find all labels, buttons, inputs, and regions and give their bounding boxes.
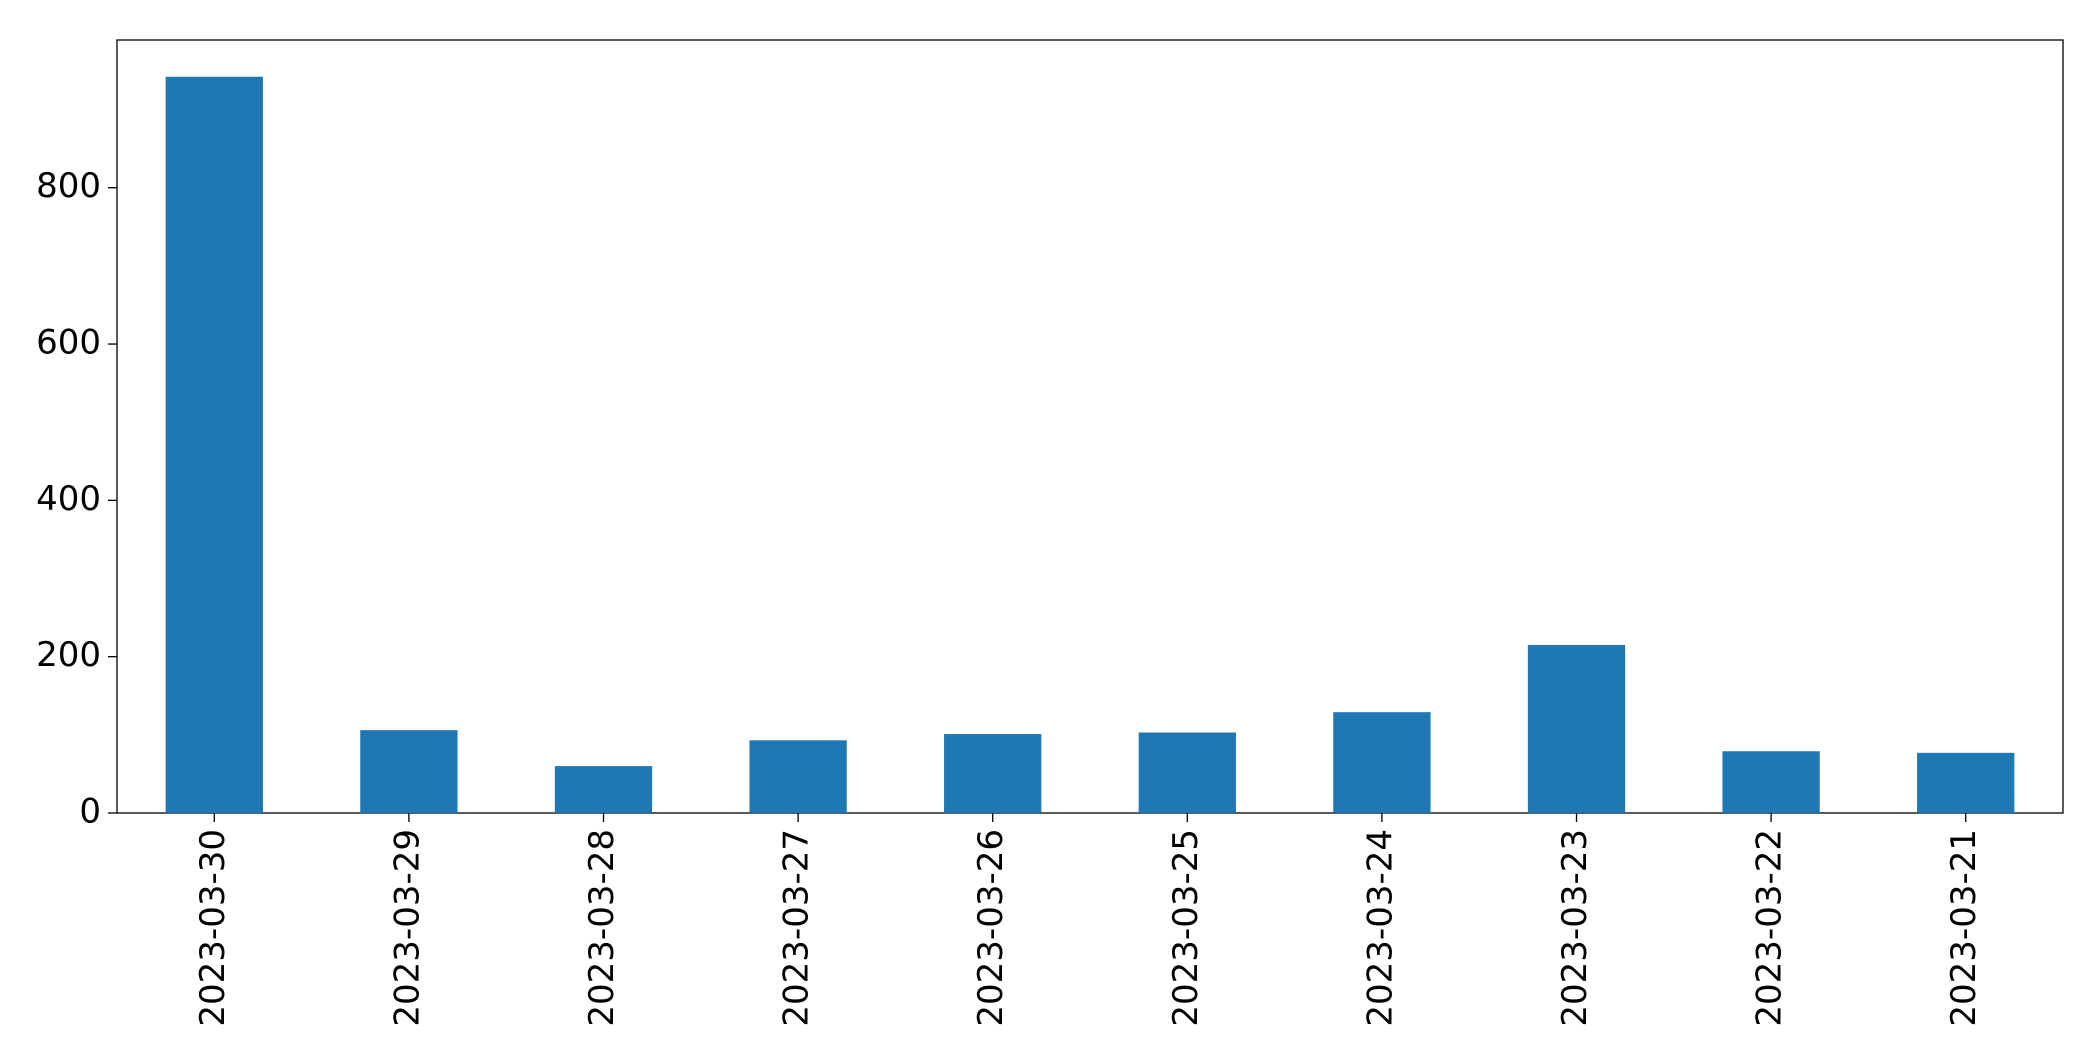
bar <box>554 766 653 813</box>
x-tick-label: 2023-03-24 <box>1360 829 1400 1027</box>
x-tick-label: 2023-03-22 <box>1750 829 1790 1027</box>
bar <box>165 76 263 813</box>
x-tick-label: 2023-03-30 <box>193 829 233 1027</box>
x-tick-label: 2023-03-21 <box>1944 829 1984 1027</box>
x-tick-label: 2023-03-27 <box>777 829 817 1027</box>
bar <box>360 730 458 813</box>
x-tick-label: 2023-03-29 <box>387 829 427 1027</box>
bar <box>1333 712 1431 813</box>
y-tick-label: 600 <box>36 323 101 363</box>
x-tick-label: 2023-03-23 <box>1555 829 1595 1027</box>
y-tick-label: 400 <box>36 479 101 519</box>
axes-frame <box>116 39 2064 814</box>
bar <box>1722 751 1820 813</box>
y-tick-label: 0 <box>79 792 101 832</box>
x-tick-label: 2023-03-25 <box>1166 829 1206 1027</box>
bar <box>1917 752 2015 813</box>
bar <box>944 734 1042 813</box>
bar <box>1138 732 1236 813</box>
x-tick-label: 2023-03-28 <box>582 829 622 1027</box>
y-tick-label: 800 <box>36 166 101 206</box>
x-tick-label: 2023-03-26 <box>971 829 1011 1027</box>
bar <box>749 740 847 813</box>
bar <box>1527 644 1626 813</box>
y-tick-label: 200 <box>36 635 101 675</box>
